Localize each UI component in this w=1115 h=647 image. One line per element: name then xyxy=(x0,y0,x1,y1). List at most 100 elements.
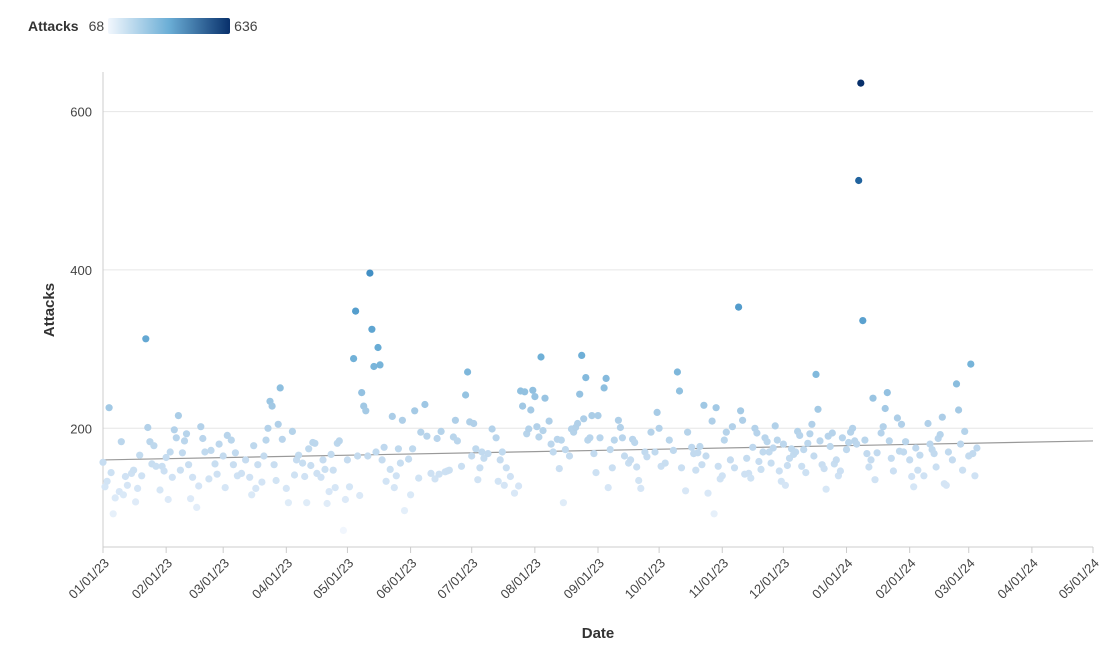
data-point xyxy=(586,434,594,442)
data-point xyxy=(362,407,370,415)
data-point xyxy=(331,484,339,492)
data-point xyxy=(792,448,800,456)
data-point xyxy=(631,438,639,447)
data-point xyxy=(537,353,545,361)
data-point xyxy=(779,440,788,448)
data-point xyxy=(339,526,347,535)
data-point xyxy=(535,433,543,441)
data-point xyxy=(865,463,873,471)
data-point xyxy=(920,472,928,480)
data-point xyxy=(796,431,804,439)
data-point xyxy=(547,440,555,448)
data-point xyxy=(423,432,431,440)
data-point xyxy=(855,176,863,185)
data-point xyxy=(182,430,191,438)
data-point xyxy=(213,470,221,478)
data-point xyxy=(472,445,480,453)
data-point xyxy=(714,462,722,470)
y-tick-labels: 200 400 600 xyxy=(70,105,92,437)
data-point xyxy=(121,472,129,481)
data-point xyxy=(900,448,908,456)
data-point xyxy=(303,499,311,507)
data-point xyxy=(906,456,914,464)
data-point xyxy=(231,449,239,457)
data-point xyxy=(743,454,751,462)
data-point xyxy=(364,452,372,460)
data-point xyxy=(478,448,486,456)
data-point xyxy=(692,466,700,474)
data-point xyxy=(164,495,172,504)
data-point xyxy=(594,412,602,420)
data-point xyxy=(219,452,227,460)
data-point xyxy=(618,434,627,442)
data-point xyxy=(902,438,910,446)
data-point xyxy=(252,484,260,492)
data-point xyxy=(288,427,296,435)
data-point xyxy=(539,427,547,435)
data-point xyxy=(99,458,107,466)
data-point xyxy=(737,407,745,415)
data-point xyxy=(101,483,109,491)
data-point xyxy=(718,472,726,480)
data-point xyxy=(494,477,502,485)
data-point xyxy=(529,386,537,394)
data-point xyxy=(382,477,390,485)
data-point xyxy=(510,489,519,497)
data-point xyxy=(859,317,867,325)
data-point xyxy=(307,461,315,470)
data-point xyxy=(952,380,961,388)
data-point xyxy=(836,467,845,475)
data-point xyxy=(580,415,588,423)
data-point xyxy=(386,465,394,473)
data-point xyxy=(358,389,366,397)
x-tick-label: 04/01/23 xyxy=(249,555,295,601)
data-point xyxy=(957,440,965,448)
data-point xyxy=(936,431,944,439)
data-point xyxy=(767,459,775,467)
data-point xyxy=(227,436,235,444)
data-point xyxy=(435,470,443,478)
data-point xyxy=(804,439,812,447)
data-point xyxy=(498,448,506,456)
data-point xyxy=(132,498,140,506)
data-point xyxy=(757,465,765,473)
gridlines xyxy=(103,111,1093,429)
data-point xyxy=(879,423,887,431)
data-point xyxy=(816,437,824,445)
data-point xyxy=(596,434,604,442)
data-point xyxy=(853,440,861,448)
data-point xyxy=(366,269,374,277)
data-point xyxy=(694,449,702,457)
data-point xyxy=(861,436,869,444)
data-point xyxy=(335,437,343,445)
data-point xyxy=(944,448,953,456)
data-point xyxy=(959,466,967,474)
data-point xyxy=(616,423,625,432)
data-point xyxy=(248,491,256,499)
data-point xyxy=(156,486,164,494)
data-point xyxy=(627,456,635,464)
data-point xyxy=(669,446,678,454)
data-point xyxy=(374,343,382,352)
data-point xyxy=(392,472,400,480)
data-point xyxy=(168,473,176,481)
data-point xyxy=(166,448,174,456)
data-point xyxy=(912,444,920,452)
data-point xyxy=(388,412,396,420)
data-point xyxy=(620,452,629,460)
data-point xyxy=(415,474,423,482)
data-point xyxy=(730,464,739,472)
data-point xyxy=(549,448,557,456)
data-point xyxy=(798,462,806,470)
data-point xyxy=(136,451,144,459)
data-point xyxy=(769,444,777,452)
data-point xyxy=(527,406,535,414)
data-point xyxy=(916,451,924,459)
data-point xyxy=(457,462,466,470)
data-point xyxy=(268,402,276,410)
x-tick-label: 11/01/23 xyxy=(686,555,732,601)
data-point xyxy=(802,469,810,477)
data-point xyxy=(480,454,488,462)
data-point xyxy=(111,494,119,502)
